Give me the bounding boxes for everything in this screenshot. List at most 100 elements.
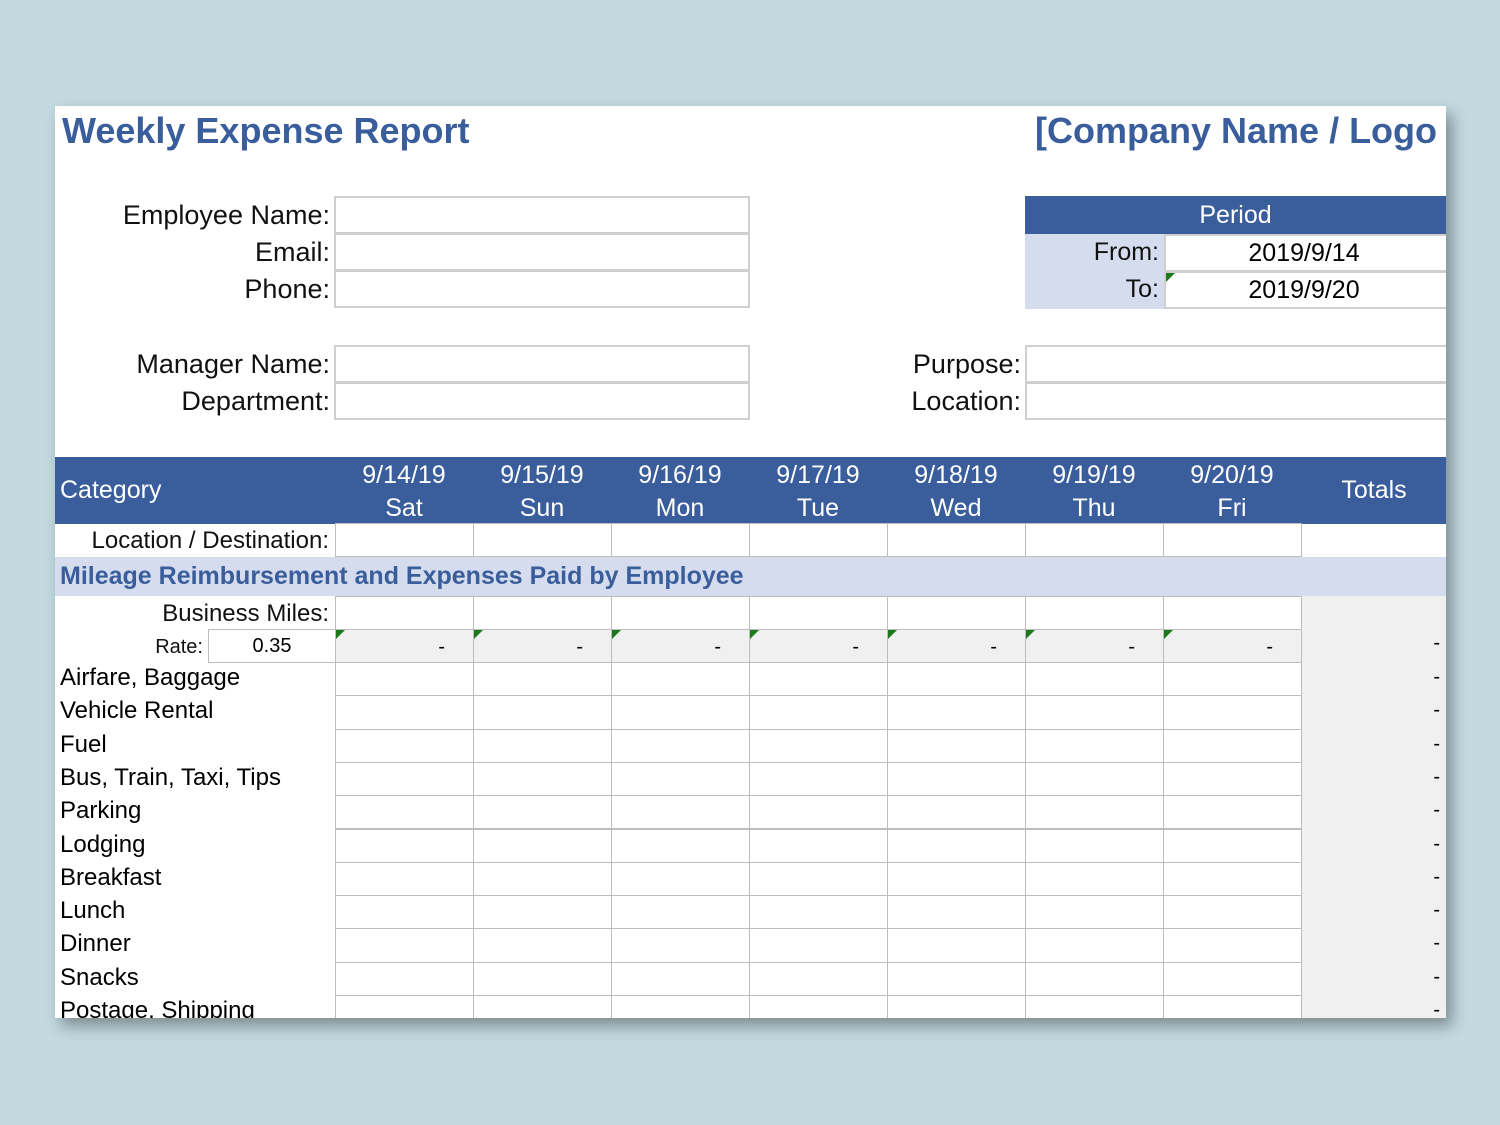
expense-cell[interactable] bbox=[611, 995, 750, 1018]
expense-cell[interactable] bbox=[335, 895, 474, 930]
employee-name-field[interactable] bbox=[334, 196, 750, 234]
expense-cell[interactable] bbox=[887, 728, 1026, 763]
expense-cell[interactable] bbox=[611, 761, 750, 797]
expense-cell[interactable] bbox=[749, 795, 888, 830]
location-cell[interactable] bbox=[887, 523, 1026, 557]
expense-cell[interactable] bbox=[1025, 961, 1164, 996]
manager-name-field[interactable] bbox=[334, 345, 750, 383]
expense-cell[interactable] bbox=[1025, 795, 1164, 830]
expense-cell[interactable] bbox=[749, 695, 888, 730]
expense-cell[interactable] bbox=[335, 928, 474, 963]
expense-cell[interactable] bbox=[887, 695, 1026, 730]
expense-cell[interactable] bbox=[611, 795, 750, 830]
expense-cell[interactable] bbox=[1163, 662, 1302, 697]
expense-cell[interactable] bbox=[611, 861, 750, 897]
expense-cell[interactable] bbox=[473, 928, 612, 963]
location-cell[interactable] bbox=[335, 523, 474, 557]
expense-cell[interactable] bbox=[335, 695, 474, 730]
expense-cell[interactable] bbox=[1163, 795, 1302, 830]
expense-cell[interactable] bbox=[887, 828, 1026, 863]
expense-cell[interactable] bbox=[473, 662, 612, 697]
expense-cell[interactable] bbox=[1163, 728, 1302, 763]
expense-cell[interactable] bbox=[473, 995, 612, 1018]
expense-cell[interactable] bbox=[1163, 995, 1302, 1018]
expense-cell[interactable] bbox=[473, 895, 612, 930]
expense-cell[interactable] bbox=[1025, 695, 1164, 730]
expense-cell[interactable] bbox=[887, 861, 1026, 897]
expense-cell[interactable] bbox=[611, 728, 750, 763]
expense-cell[interactable] bbox=[611, 695, 750, 730]
expense-cell[interactable] bbox=[1025, 995, 1164, 1018]
expense-cell[interactable] bbox=[749, 728, 888, 763]
business-miles-cell[interactable] bbox=[1025, 596, 1164, 630]
expense-cell[interactable] bbox=[749, 995, 888, 1018]
expense-cell[interactable] bbox=[335, 995, 474, 1018]
expense-cell[interactable] bbox=[611, 961, 750, 996]
expense-cell[interactable] bbox=[887, 995, 1026, 1018]
expense-cell[interactable] bbox=[887, 795, 1026, 830]
location-cell[interactable] bbox=[1025, 523, 1164, 557]
expense-cell[interactable] bbox=[473, 761, 612, 797]
expense-cell[interactable] bbox=[1163, 895, 1302, 930]
expense-cell[interactable] bbox=[473, 728, 612, 763]
expense-cell[interactable] bbox=[473, 795, 612, 830]
expense-cell[interactable] bbox=[1163, 761, 1302, 797]
purpose-field[interactable] bbox=[1025, 345, 1446, 383]
expense-cell[interactable] bbox=[335, 761, 474, 797]
expense-cell[interactable] bbox=[749, 662, 888, 697]
business-miles-cell[interactable] bbox=[473, 596, 612, 630]
expense-cell[interactable] bbox=[335, 728, 474, 763]
expense-cell[interactable] bbox=[335, 795, 474, 830]
expense-cell[interactable] bbox=[473, 961, 612, 996]
expense-cell[interactable] bbox=[749, 761, 888, 797]
expense-cell[interactable] bbox=[749, 861, 888, 897]
expense-cell[interactable] bbox=[1025, 728, 1164, 763]
department-field[interactable] bbox=[334, 382, 750, 420]
expense-cell[interactable] bbox=[611, 662, 750, 697]
location-cell[interactable] bbox=[473, 523, 612, 557]
expense-cell[interactable] bbox=[1163, 828, 1302, 863]
expense-cell[interactable] bbox=[1025, 928, 1164, 963]
expense-cell[interactable] bbox=[335, 961, 474, 996]
expense-cell[interactable] bbox=[887, 961, 1026, 996]
expense-cell[interactable] bbox=[1025, 662, 1164, 697]
expense-cell[interactable] bbox=[335, 828, 474, 863]
expense-cell[interactable] bbox=[749, 928, 888, 963]
expense-cell[interactable] bbox=[1163, 861, 1302, 897]
rate-field[interactable]: 0.35 bbox=[208, 629, 336, 663]
location-cell[interactable] bbox=[749, 523, 888, 557]
expense-cell[interactable] bbox=[749, 828, 888, 863]
expense-cell[interactable] bbox=[1025, 761, 1164, 797]
from-date-field[interactable]: 2019/9/14 bbox=[1164, 234, 1446, 272]
business-miles-cell[interactable] bbox=[1163, 596, 1302, 630]
expense-cell[interactable] bbox=[611, 828, 750, 863]
expense-cell[interactable] bbox=[611, 895, 750, 930]
expense-cell[interactable] bbox=[1163, 961, 1302, 996]
expense-cell[interactable] bbox=[335, 861, 474, 897]
business-miles-cell[interactable] bbox=[887, 596, 1026, 630]
location-cell[interactable] bbox=[1163, 523, 1302, 557]
expense-cell[interactable] bbox=[749, 961, 888, 996]
email-field[interactable] bbox=[334, 233, 750, 271]
expense-cell[interactable] bbox=[335, 662, 474, 697]
expense-cell[interactable] bbox=[1025, 895, 1164, 930]
location-field[interactable] bbox=[1025, 382, 1446, 420]
business-miles-cell[interactable] bbox=[335, 596, 474, 630]
business-miles-cell[interactable] bbox=[749, 596, 888, 630]
expense-cell[interactable] bbox=[473, 861, 612, 897]
business-miles-cell[interactable] bbox=[611, 596, 750, 630]
expense-cell[interactable] bbox=[1163, 695, 1302, 730]
expense-cell[interactable] bbox=[611, 928, 750, 963]
expense-cell[interactable] bbox=[887, 895, 1026, 930]
to-date-field[interactable]: 2019/9/20 bbox=[1164, 271, 1446, 309]
expense-cell[interactable] bbox=[1025, 861, 1164, 897]
expense-cell[interactable] bbox=[1163, 928, 1302, 963]
location-cell[interactable] bbox=[611, 523, 750, 557]
expense-cell[interactable] bbox=[887, 761, 1026, 797]
expense-cell[interactable] bbox=[1025, 828, 1164, 863]
expense-cell[interactable] bbox=[887, 662, 1026, 697]
phone-field[interactable] bbox=[334, 270, 750, 308]
expense-cell[interactable] bbox=[749, 895, 888, 930]
expense-cell[interactable] bbox=[473, 828, 612, 863]
expense-cell[interactable] bbox=[473, 695, 612, 730]
